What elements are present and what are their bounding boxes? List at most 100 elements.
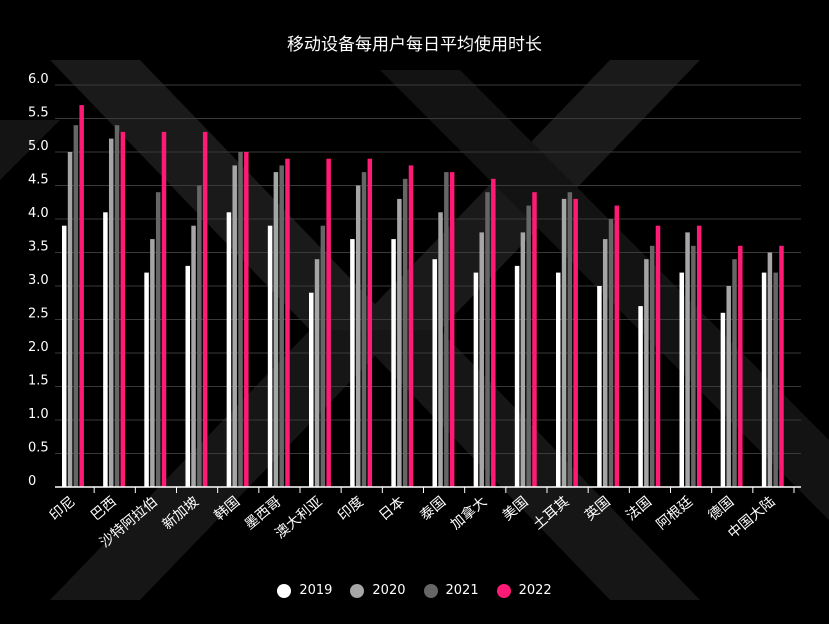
- bar-2021: [361, 172, 367, 487]
- bar-2021: [608, 219, 614, 487]
- bar-2022: [79, 105, 84, 487]
- bar-2019: [720, 312, 726, 487]
- bar-2022: [738, 245, 743, 487]
- bar-2021: [567, 192, 573, 487]
- bar-2022: [532, 192, 537, 487]
- x-tick-label: 巴西: [88, 494, 120, 524]
- legend-swatch-2019: [277, 583, 292, 598]
- bar-2020: [520, 232, 526, 487]
- bar-2020: [479, 232, 484, 487]
- bar-2021: [649, 245, 655, 487]
- bar-2021: [732, 259, 737, 487]
- bar-2022: [244, 152, 249, 487]
- bar-2021: [279, 165, 284, 487]
- x-tick-label: 法国: [623, 494, 655, 524]
- bar-2022: [655, 225, 661, 487]
- bar-2020: [726, 286, 731, 487]
- bar-2020: [767, 252, 773, 487]
- bar-2021: [155, 192, 161, 487]
- legend-label-2020: 2020: [372, 583, 406, 598]
- bar-2020: [232, 165, 237, 487]
- bar-2022: [449, 172, 455, 487]
- bar-2019: [556, 272, 561, 487]
- bar-2022: [573, 198, 578, 487]
- bar-2020: [150, 239, 155, 487]
- legend-item-2020: 2020: [350, 583, 406, 598]
- bar-2019: [432, 259, 437, 487]
- bar-2019: [679, 272, 684, 487]
- bar-2021: [320, 225, 326, 487]
- bar-2020: [355, 185, 361, 487]
- bar-2020: [685, 232, 690, 487]
- y-tick-label: 0: [28, 474, 36, 489]
- y-tick-label: 2.5: [28, 307, 49, 322]
- bar-2019: [514, 265, 520, 487]
- x-tick-label: 印尼: [47, 494, 79, 524]
- bar-2021: [197, 185, 202, 487]
- legend-label-2019: 2019: [299, 583, 333, 598]
- bar-2019: [761, 272, 767, 487]
- bar-2019: [144, 272, 149, 487]
- bar-2022: [779, 245, 784, 487]
- bar-2022: [285, 158, 290, 487]
- bar-2022: [202, 131, 208, 487]
- bar-2022: [491, 178, 496, 488]
- bar-2019: [473, 272, 479, 487]
- bar-2021: [691, 245, 696, 487]
- legend-swatch-2021: [423, 583, 438, 598]
- bar-2022: [367, 158, 373, 487]
- bar-2022: [161, 131, 167, 487]
- chart-title: 移动设备每用户每日平均使用时长: [287, 35, 542, 55]
- x-tick-label: 阿根廷: [654, 494, 696, 533]
- bar-2019: [185, 265, 190, 487]
- bar-2021: [73, 125, 79, 487]
- bar-2021: [238, 152, 243, 487]
- y-tick-label: 4.0: [28, 206, 49, 221]
- bar-2021: [773, 272, 778, 487]
- y-tick-label: 0.5: [28, 441, 49, 456]
- x-tick-label: 澳大利亚: [272, 494, 325, 542]
- bar-2022: [326, 158, 331, 487]
- bar-2020: [561, 198, 567, 487]
- y-tick-label: 3.0: [28, 273, 49, 288]
- bar-2020: [108, 138, 114, 487]
- bar-2019: [103, 212, 108, 488]
- x-tick-label: 泰国: [417, 494, 449, 524]
- bar-2019: [638, 306, 643, 487]
- bar-2020: [67, 152, 73, 487]
- bar-2022: [120, 131, 126, 487]
- x-tick-label: 印度: [335, 494, 367, 524]
- x-tick-label: 中国大陆: [725, 494, 778, 542]
- bar-2020: [397, 198, 402, 487]
- bar-2020: [273, 172, 279, 487]
- bar-2021: [485, 192, 490, 487]
- y-tick-label: 1.5: [28, 374, 49, 389]
- legend-swatch-2022: [496, 583, 511, 598]
- bar-2021: [526, 205, 531, 487]
- legend-label-2021: 2021: [445, 583, 479, 598]
- y-tick-label: 2.0: [28, 340, 49, 355]
- bar-2019: [391, 239, 396, 487]
- bar-2019: [62, 225, 67, 487]
- x-tick-label: 日本: [376, 494, 408, 524]
- bar-2020: [644, 259, 649, 487]
- bar-2020: [438, 212, 443, 488]
- y-tick-label: 4.5: [28, 173, 49, 188]
- x-tick-label: 德国: [706, 494, 738, 524]
- bar-2020: [191, 225, 196, 487]
- bar-2019: [309, 292, 314, 487]
- bar-2019: [226, 212, 232, 488]
- legend-item-2021: 2021: [423, 583, 479, 598]
- bar-2020: [602, 239, 608, 487]
- bar-2021: [114, 125, 120, 487]
- bar-2020: [314, 259, 320, 487]
- bar-2019: [267, 225, 273, 487]
- bar-2022: [408, 165, 414, 487]
- bar-2022: [614, 205, 620, 487]
- bar-2019: [350, 239, 355, 487]
- legend-label-2022: 2022: [518, 583, 552, 598]
- legend: 2019 2020 2021 2022: [0, 583, 829, 598]
- bar-2022: [696, 225, 702, 487]
- legend-swatch-2020: [350, 583, 365, 598]
